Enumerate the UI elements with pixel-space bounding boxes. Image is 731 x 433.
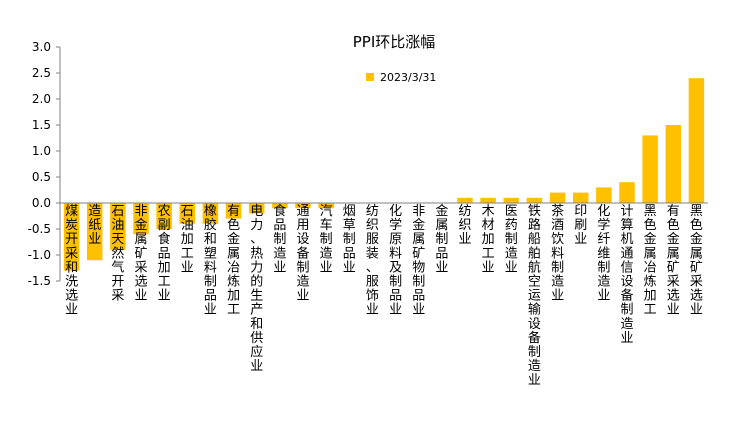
y-tick-label: 0.5 [32,170,51,184]
x-tick-label: 造纸业 [88,204,101,247]
x-tick-label: 化学原料及制品业 [389,204,402,318]
x-tick-label: 石油天然气开采 [111,204,124,304]
legend: 2023/3/31 [366,71,436,84]
bar [202,203,219,224]
x-tick-label: 电力、热力的生产和供应业 [250,204,263,374]
x-tick-label: 茶酒饮料制造业 [551,203,564,304]
bar [156,203,172,229]
y-tick-label: 1.5 [32,118,51,132]
x-tick-label: 石油加工业 [181,204,194,275]
x-tick-label: 有色金属矿采选业 [667,204,680,318]
x-tick-label: 医药制造业 [505,204,518,275]
bars-layer [63,78,705,271]
bar [179,203,196,224]
x-tick-label: 有色金属冶炼加工 [227,204,240,318]
bar [549,192,566,203]
x-tick-label: 黑色金属冶炼加工 [644,204,657,318]
x-tick-label: 纺织服装、服饰业 [366,204,379,318]
y-tick-label: 2.5 [32,66,51,80]
bar [480,197,496,203]
x-tick-label: 煤炭开采和洗选业 [65,204,78,318]
y-tick-label: -1.0 [28,248,51,262]
x-tick-label: 非金属矿采选业 [134,204,147,304]
x-tick-label: 非金属矿物制品业 [412,204,425,318]
bar [318,203,334,209]
y-tick-label: -1.5 [28,274,51,288]
chart-title: PPI环比涨幅 [353,33,436,51]
bar [63,203,80,271]
legend-label: 2023/3/31 [380,71,436,84]
bar [457,197,473,203]
x-tick-label: 黑色金属矿采选业 [690,204,703,318]
x-tick-label: 食品制造业 [273,203,286,275]
x-tick-label: 烟草制品业 [343,204,356,275]
bar [503,197,520,203]
x-tick-labels: 煤炭开采和洗选业造纸业石油天然气开采非金属矿采选业农副食品加工业石油加工业橡胶和… [65,203,703,388]
legend-swatch [366,73,374,81]
bar [619,182,635,203]
x-tick-label: 铁路船舶航空运输设备制造业 [528,204,541,388]
x-tick-label: 农副食品加工业 [158,204,171,304]
bar [248,203,265,214]
bar [295,203,311,209]
x-tick-label: 计算机通信设备制造业 [620,204,633,346]
x-tick-label: 橡胶和塑料制品业 [204,204,217,318]
y-tick-label: 0.0 [32,196,51,210]
bar [225,203,242,219]
y-tick-label: 2.0 [32,92,51,106]
x-tick-label: 纺织业 [458,204,471,247]
x-tick-label: 金属制品业 [435,203,448,275]
y-tick-label: 1.0 [32,144,51,158]
bar [526,197,543,203]
bar [110,203,126,250]
bar [86,203,103,261]
x-tick-label: 通用设备制造业 [296,204,309,304]
bar [665,125,682,203]
y-axis: 3.0 2.5 2.0 1.5 1.0 0.5 0.0 -0.5 -1.0 -1.5 [28,40,61,288]
x-tick-label: 印刷业 [574,204,587,247]
bar [272,203,288,209]
y-tick-label: 3.0 [32,40,51,54]
bar [133,203,149,235]
bar [572,192,589,203]
x-tick-label: 木材加工业 [482,204,495,275]
bar [596,187,612,203]
bar [688,78,705,203]
bar [642,135,658,203]
y-tick-label: -0.5 [28,222,51,236]
x-tick-label: 化学纤维制造业 [597,204,610,304]
x-tick-label: 汽车制造业 [320,204,333,275]
